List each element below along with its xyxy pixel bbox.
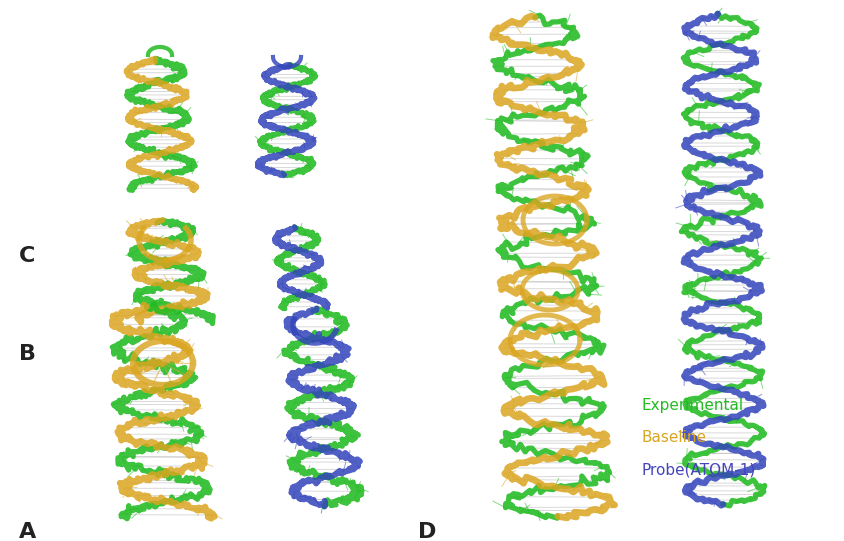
Text: Probe(ATOM-1): Probe(ATOM-1) xyxy=(641,462,755,477)
Text: A: A xyxy=(19,522,35,541)
Text: Experimental: Experimental xyxy=(641,398,744,413)
Text: B: B xyxy=(19,344,35,364)
Text: Baseline: Baseline xyxy=(641,430,706,445)
Text: C: C xyxy=(19,246,35,266)
Text: D: D xyxy=(418,522,436,541)
